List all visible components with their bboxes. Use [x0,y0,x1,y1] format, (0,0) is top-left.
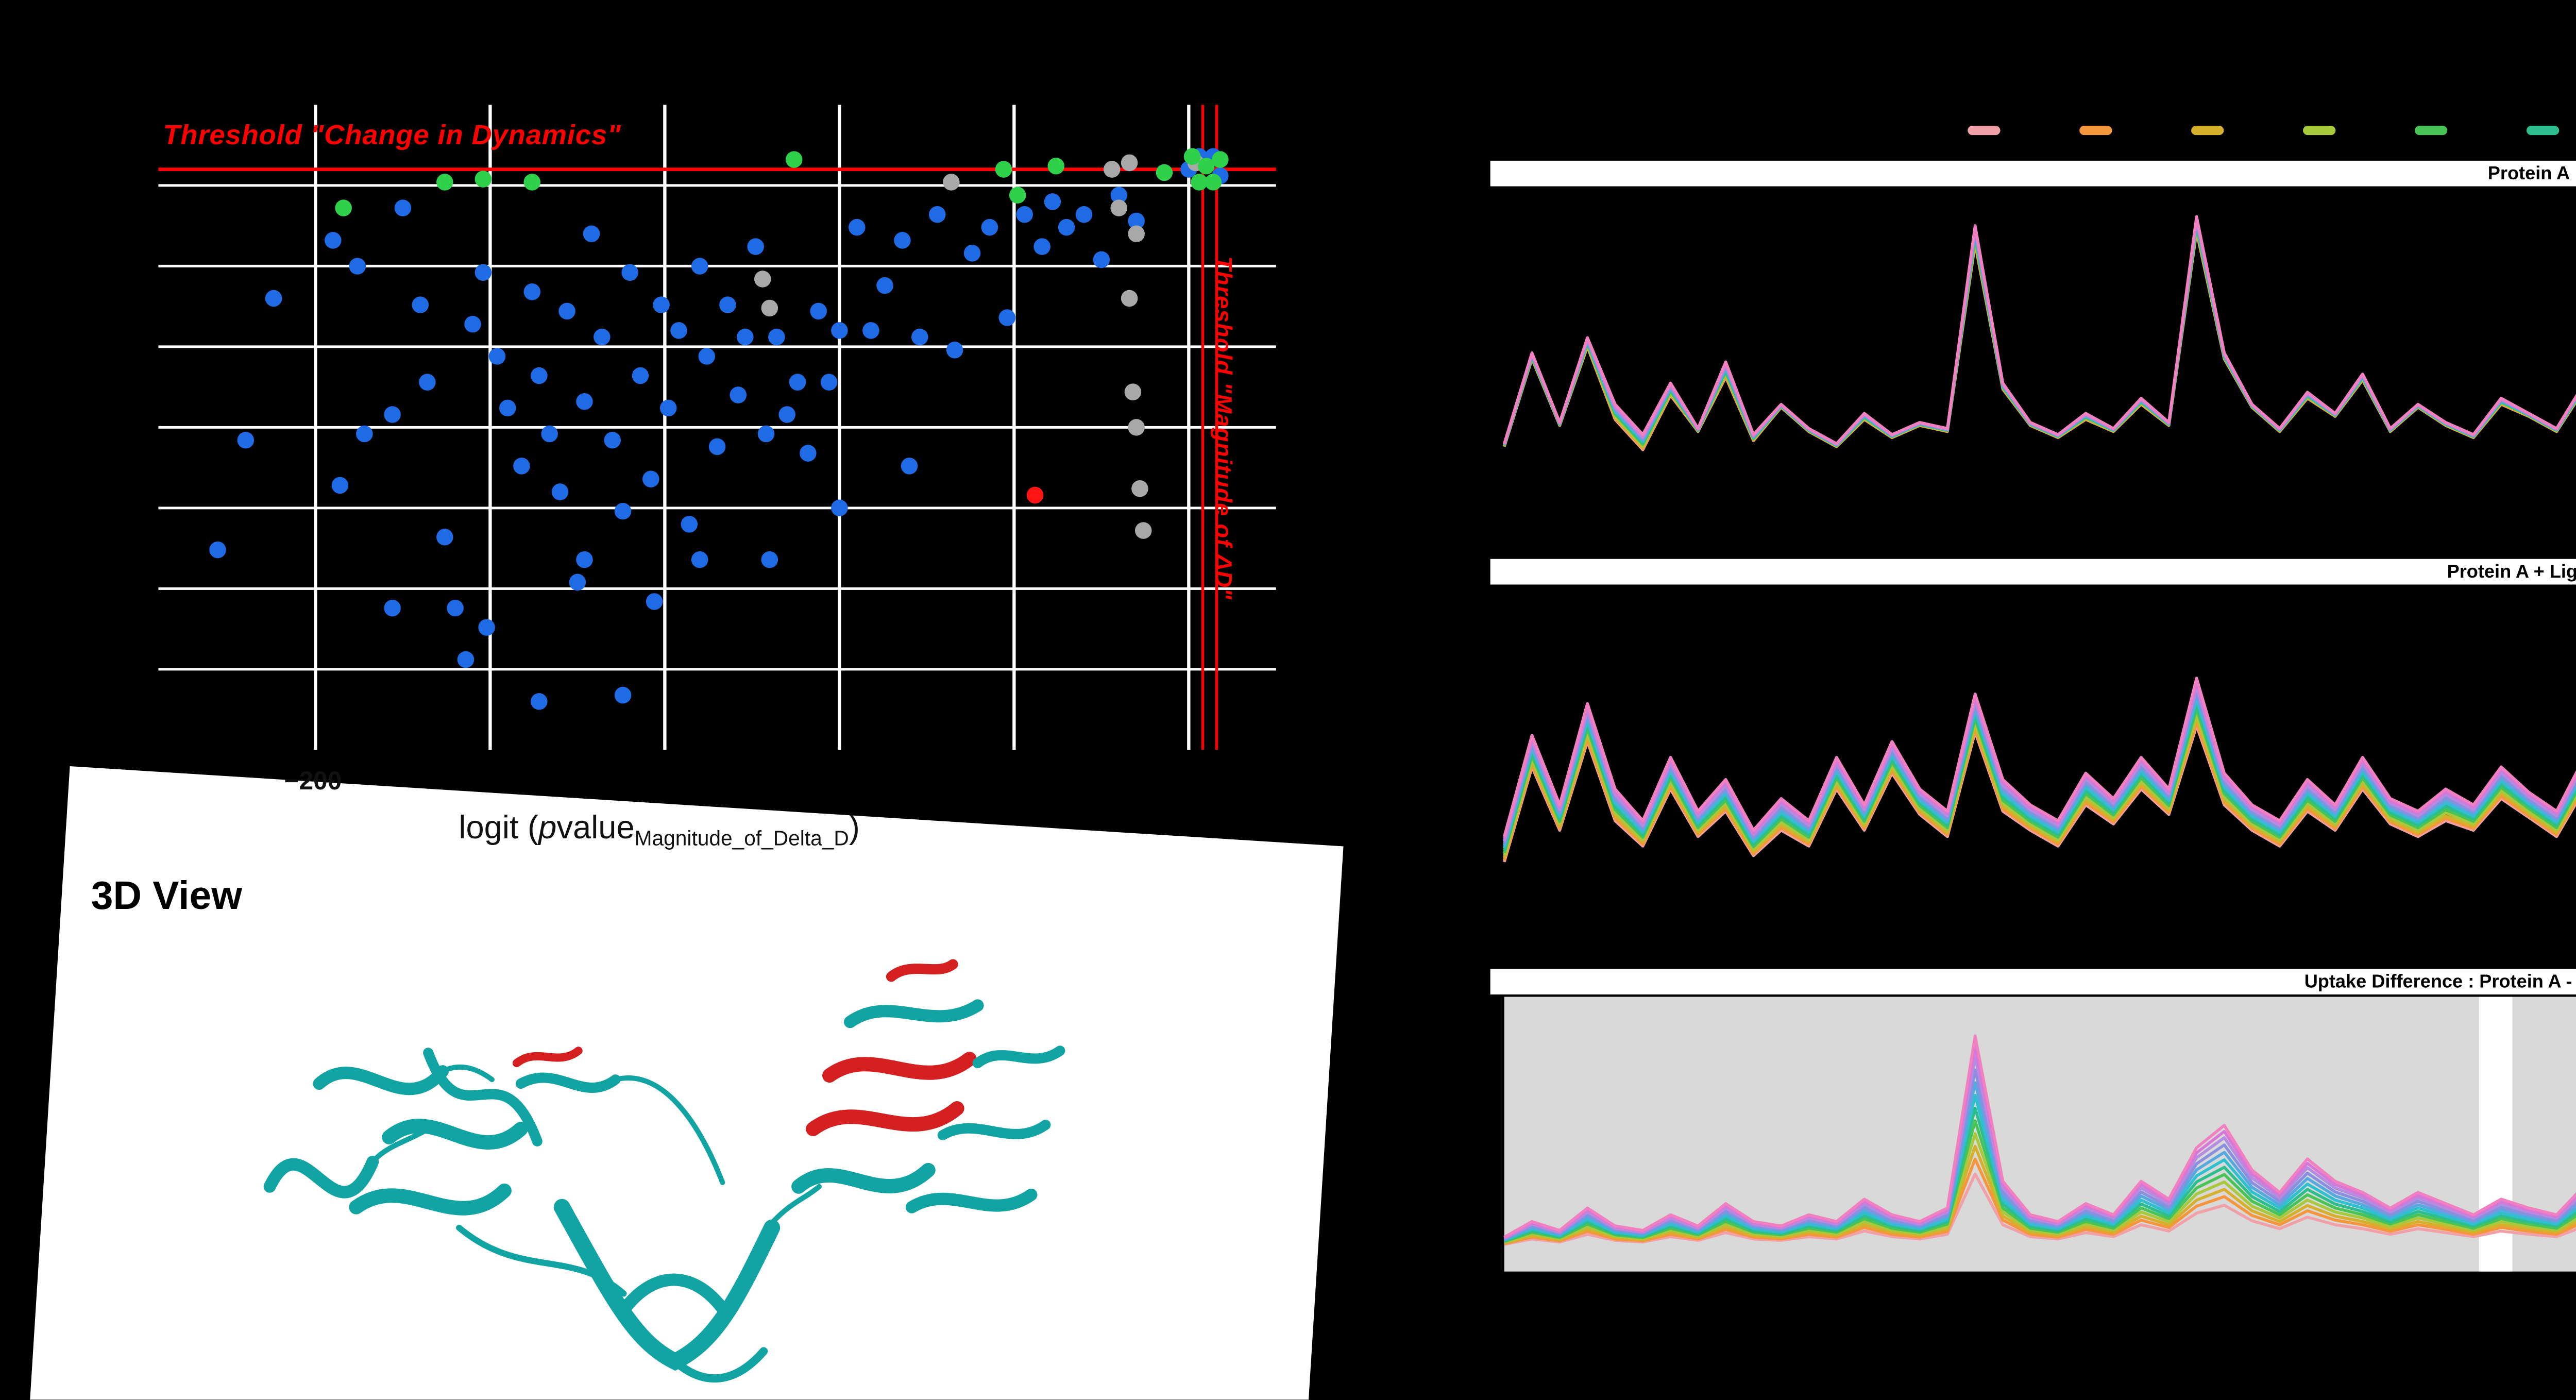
uptake-difference-chart[interactable] [1490,997,2576,1272]
legend-item-5[interactable] [2415,126,2448,136]
panel-3d-view: 3D View [24,766,1344,1400]
legend-item-6[interactable] [2526,126,2560,136]
threshold-magnitude-label: Threshold "Magnitude of ΔD" [1208,256,1234,600]
time-legend [1968,126,2576,136]
legend-item-1[interactable] [1968,126,2001,136]
protein-structure[interactable] [212,939,1097,1400]
threshold-dynamics-label: Threshold "Change in Dynamics" [163,119,621,151]
x-axis-title: logit (pvalueMagnitude_of_Delta_D) [459,808,859,850]
chart-title-protein-a-ligand-label: Protein A + Ligand [2447,561,2576,582]
chart-title-uptake-difference-label: Uptake Difference : Protein A - (Protein… [2304,971,2576,992]
chart-title-protein-a: Protein A [1490,160,2576,187]
3d-view-title: 3D View [91,874,243,919]
x-axis-title-subscript: Magnitude_of_Delta_D [634,826,849,850]
chart-title-protein-a-label: Protein A [2487,163,2570,184]
x-axis-title-p: p [538,808,557,846]
x-axis-tick-label: −200 [284,768,342,797]
uptake-charts-panel: Protein A Protein A + Ligand Uptake Diff… [1490,116,2576,1281]
x-axis-title-prefix: logit ( [459,808,539,846]
uptake-chart-protein-a[interactable] [1490,189,2576,543]
legend-item-4[interactable] [2303,126,2336,136]
chart-title-uptake-difference: Uptake Difference : Protein A - (Protein… [1490,969,2576,994]
volcano-plot[interactable] [158,105,1276,750]
x-axis-title-suffix: ) [849,808,860,846]
panel-3d-content: 3D View [77,874,1335,1399]
uptake-chart-protein-a-ligand[interactable] [1490,587,2576,955]
chart-title-protein-a-ligand: Protein A + Ligand [1490,559,2576,585]
legend-item-2[interactable] [2079,126,2112,136]
legend-item-3[interactable] [2191,126,2224,136]
x-axis-title-value: value [556,808,635,846]
